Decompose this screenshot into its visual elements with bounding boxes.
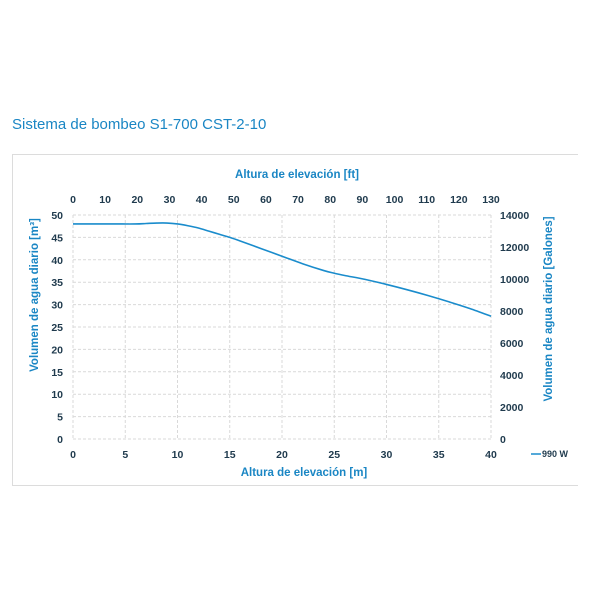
x-axis-top-ticks: 0 10 20 30 40 50 60 70 80 90 100 110 120 130 xyxy=(70,194,500,206)
x2-tick-label: 10 xyxy=(99,194,111,206)
x-tick-label: 40 xyxy=(485,449,497,461)
y2-tick-label: 6000 xyxy=(500,338,524,350)
y-tick-label: 45 xyxy=(51,232,63,244)
y-tick-label: 5 xyxy=(57,412,63,424)
y-tick-label: 25 xyxy=(51,322,63,334)
y-tick-label: 35 xyxy=(51,277,63,289)
y2-tick-label: 0 xyxy=(500,434,506,446)
y2-tick-label: 14000 xyxy=(500,210,529,222)
x-axis-bottom-ticks: 0 5 10 15 20 25 30 35 40 xyxy=(70,449,497,461)
y-tick-label: 50 xyxy=(51,210,63,222)
y2-tick-label: 8000 xyxy=(500,306,524,318)
x2-tick-label: 40 xyxy=(196,194,208,206)
grid-lines xyxy=(72,214,492,440)
x2-tick-label: 50 xyxy=(228,194,240,206)
series-group xyxy=(73,222,492,318)
y-tick-label: 30 xyxy=(51,300,63,312)
y-axis-label: Volumen de agua diario [m³] xyxy=(29,218,41,372)
chart-title: Sistema de bombeo S1-700 CST-2-10 xyxy=(12,116,267,133)
y2-tick-label: 10000 xyxy=(500,274,529,286)
legend-label: 990 W xyxy=(542,449,569,459)
y2-axis-label: Volumen de agua diario [Galones] xyxy=(543,216,555,401)
y-tick-label: 0 xyxy=(57,434,63,446)
x-tick-label: 30 xyxy=(381,449,393,461)
x-axis-label: Altura de elevación [m] xyxy=(241,467,368,479)
x2-tick-label: 110 xyxy=(418,194,435,206)
x2-tick-label: 90 xyxy=(357,194,369,206)
y-axis-left-ticks: 0 5 10 15 20 25 30 35 40 45 50 xyxy=(51,210,63,446)
x2-tick-label: 30 xyxy=(164,194,176,206)
x2-tick-label: 100 xyxy=(386,194,404,206)
x-tick-label: 35 xyxy=(433,449,445,461)
y-axis-right-ticks: 0 2000 4000 6000 8000 10000 12000 14000 xyxy=(500,210,529,446)
x-tick-label: 0 xyxy=(70,449,76,461)
x2-tick-label: 20 xyxy=(131,194,143,206)
y-tick-label: 10 xyxy=(51,389,63,401)
x2-axis-label: Altura de elevación [ft] xyxy=(235,169,359,181)
y-tick-label: 15 xyxy=(51,367,63,379)
x2-tick-label: 130 xyxy=(482,194,500,206)
y2-tick-label: 2000 xyxy=(500,402,524,414)
x2-tick-label: 70 xyxy=(292,194,304,206)
chart-panel xyxy=(12,154,578,486)
series-line-990-w xyxy=(73,222,492,318)
x-tick-label: 15 xyxy=(224,449,236,461)
x-tick-label: 25 xyxy=(328,449,340,461)
y-tick-label: 20 xyxy=(51,344,63,356)
y2-tick-label: 12000 xyxy=(500,242,529,254)
x-tick-label: 20 xyxy=(276,449,288,461)
x2-tick-label: 80 xyxy=(324,194,336,206)
x2-tick-label: 0 xyxy=(70,194,76,206)
y2-tick-label: 4000 xyxy=(500,370,524,382)
x2-tick-label: 120 xyxy=(450,194,468,206)
y-tick-label: 40 xyxy=(51,255,63,267)
x2-tick-label: 60 xyxy=(260,194,272,206)
x-tick-label: 5 xyxy=(122,449,128,461)
x-tick-label: 10 xyxy=(172,449,184,461)
